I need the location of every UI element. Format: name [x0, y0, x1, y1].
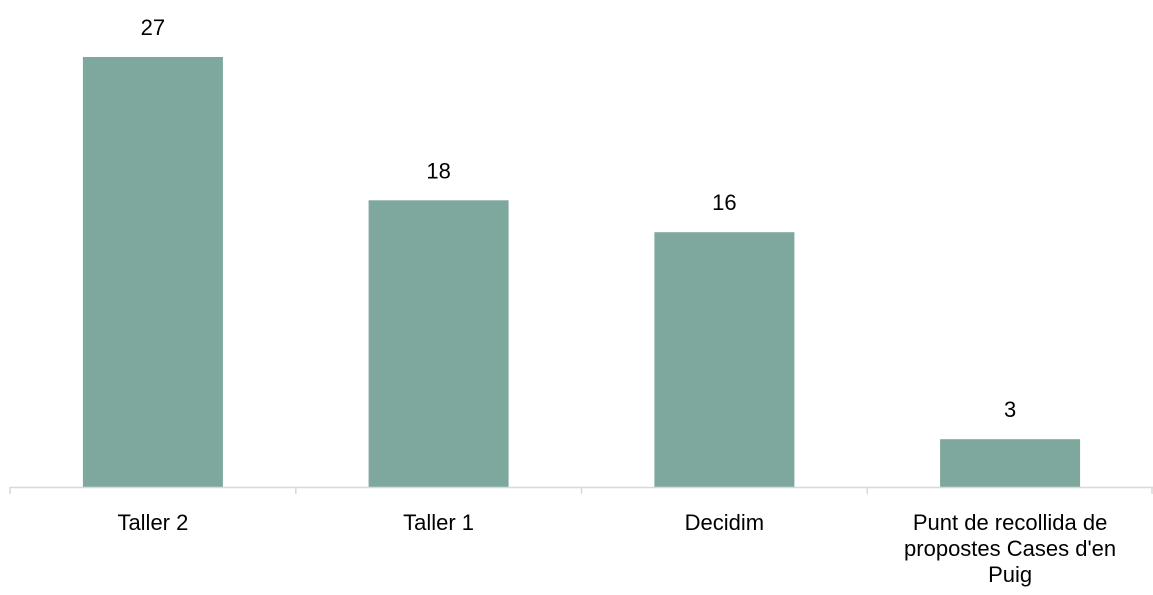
category-label-2: Taller 1 [403, 510, 474, 535]
bar-4 [940, 439, 1081, 487]
bar-1 [82, 57, 223, 487]
bar-3 [654, 232, 795, 487]
data-label-1: 27 [141, 15, 165, 40]
data-label-4: 3 [1004, 397, 1016, 422]
data-label-3: 16 [712, 190, 736, 215]
data-label-2: 18 [426, 158, 450, 183]
category-label-1: Taller 2 [117, 510, 188, 535]
bars-group [82, 57, 1081, 488]
category-labels-group: Taller 2 Taller 1 Decidim Punt de recollida… [117, 510, 1116, 587]
bar-2 [368, 200, 509, 488]
category-label-3: Decidim [685, 510, 764, 535]
value-labels-group: 27 18 16 3 [141, 15, 1017, 422]
x-axis [9, 486, 1153, 494]
category-label-4: Punt de recollida de propostes Cases d'en… [904, 510, 1116, 587]
